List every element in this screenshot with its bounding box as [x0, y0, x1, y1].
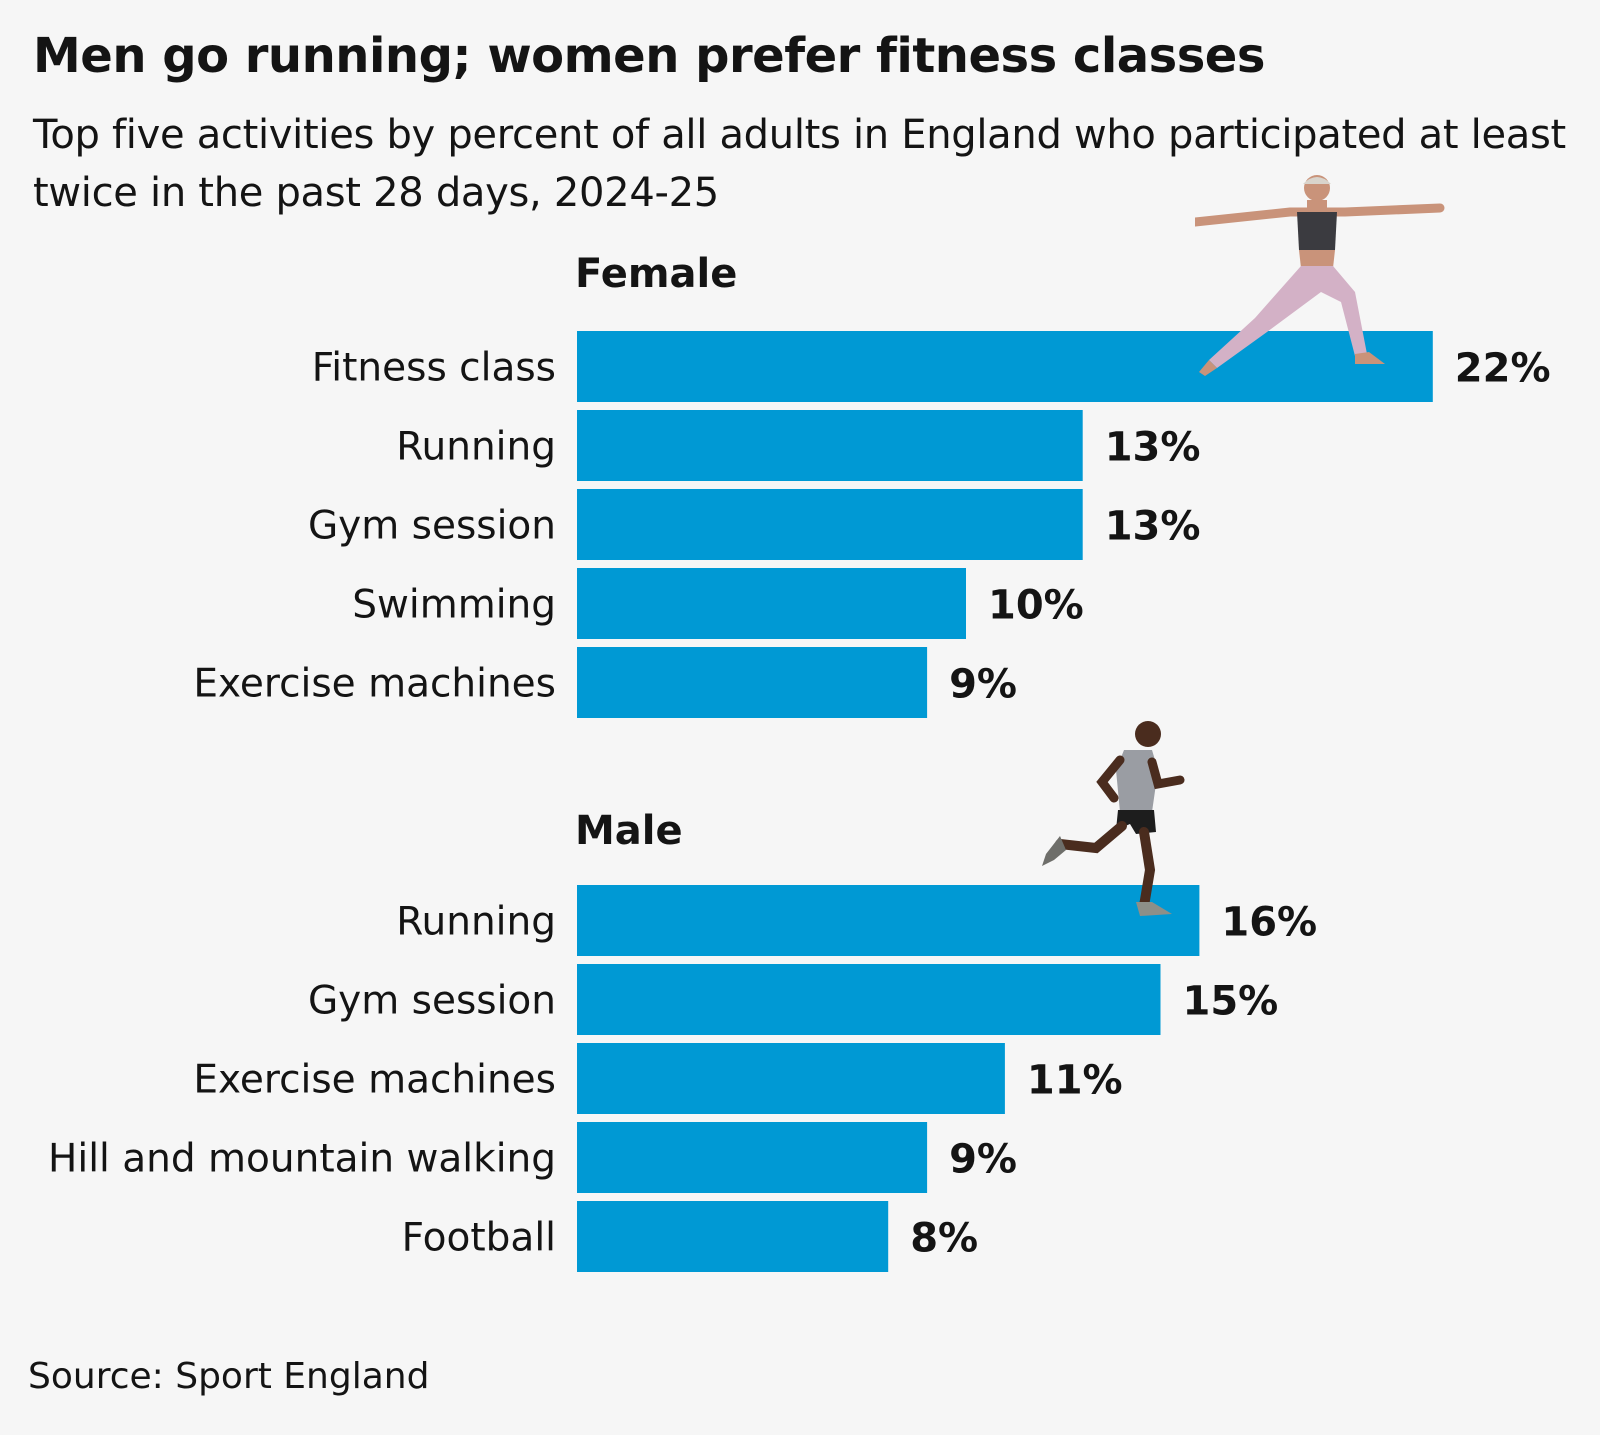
- female-bar-2: [577, 410, 1083, 481]
- female-value-label-5: 9%: [949, 662, 1017, 708]
- female-bar-4: [577, 568, 966, 639]
- source-note: Source: Sport England: [28, 1356, 430, 1397]
- male-bar-5: [577, 1201, 889, 1272]
- male-category-label-3: Exercise machines: [193, 1058, 556, 1103]
- male-category-label-1: Running: [396, 900, 556, 945]
- female-category-label-1: Fitness class: [312, 346, 556, 391]
- female-category-label-4: Swimming: [352, 583, 556, 628]
- female-value-label-4: 10%: [988, 583, 1084, 629]
- female-panel-heading: Female: [575, 251, 738, 297]
- yoga-woman-illustration: [1195, 175, 1445, 376]
- male-value-label-5: 8%: [910, 1216, 978, 1262]
- male-bar-3: [577, 1043, 1005, 1114]
- male-panel-heading: Male: [575, 808, 683, 854]
- female-category-label-3: Gym session: [308, 504, 556, 549]
- female-value-label-3: 13%: [1105, 504, 1201, 550]
- male-value-label-2: 15%: [1183, 979, 1279, 1025]
- female-bar-1: [577, 331, 1433, 402]
- running-man-illustration: [1042, 721, 1185, 916]
- male-bar-1: [577, 885, 1200, 956]
- female-category-label-5: Exercise machines: [193, 662, 556, 707]
- chart-title: Men go running; women prefer fitness cla…: [33, 28, 1265, 84]
- male-category-label-4: Hill and mountain walking: [48, 1137, 556, 1182]
- female-bar-5: [577, 647, 928, 718]
- male-value-label-3: 11%: [1027, 1058, 1123, 1104]
- male-bar-4: [577, 1122, 928, 1193]
- female-value-label-1: 22%: [1455, 346, 1551, 392]
- male-category-label-5: Football: [402, 1216, 556, 1261]
- male-value-label-1: 16%: [1221, 900, 1317, 946]
- female-bar-3: [577, 489, 1083, 560]
- chart-subtitle: Top five activities by percent of all ad…: [33, 112, 1566, 216]
- male-category-label-2: Gym session: [308, 979, 556, 1024]
- male-value-label-4: 9%: [949, 1137, 1017, 1183]
- male-bar-2: [577, 964, 1161, 1035]
- female-category-label-2: Running: [396, 425, 556, 470]
- female-value-label-2: 13%: [1105, 425, 1201, 471]
